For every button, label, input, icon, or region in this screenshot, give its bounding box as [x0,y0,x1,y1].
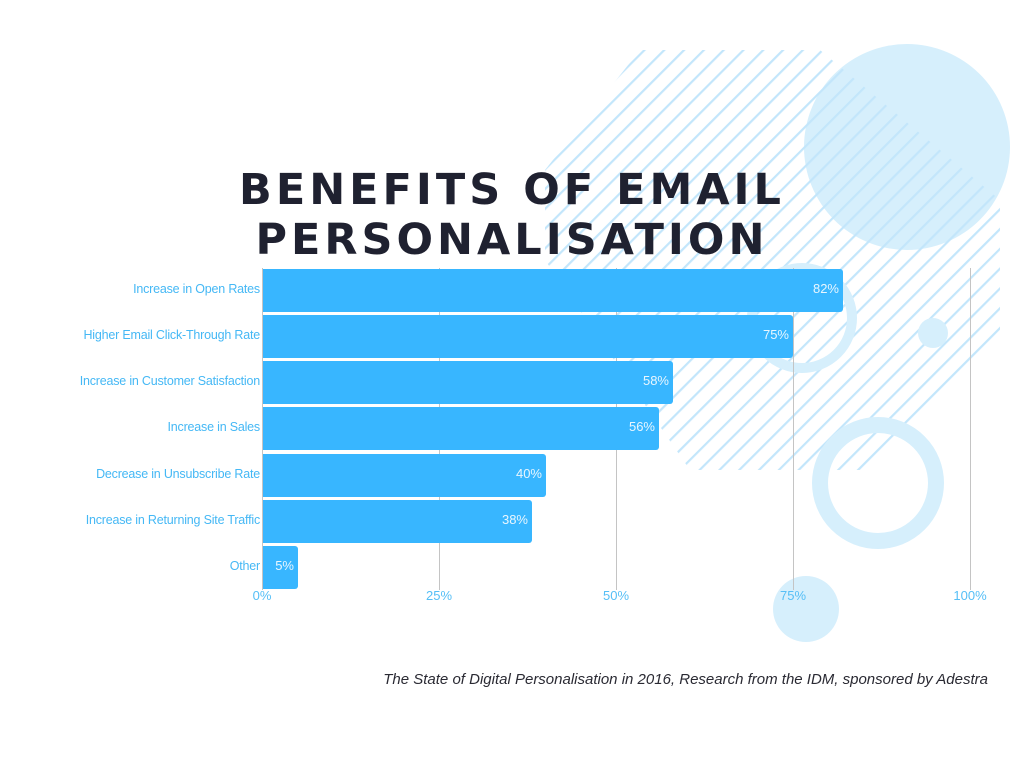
decor-bottom-circle [773,576,839,642]
bar-unsubscribe-rate: 40% [263,454,546,497]
bar-value-label: 58% [642,373,669,388]
category-label: Increase in Sales [167,420,261,434]
bar-value-label: 5% [275,558,294,573]
bar-value-label: 75% [762,327,789,342]
bar-value-label: 56% [628,419,655,434]
decor-ring-large [812,417,944,549]
bar-click-through-rate: 75% [263,315,793,358]
x-tick-label: 100% [953,588,987,603]
bar-increase-sales: 56% [263,407,659,450]
gridline-75 [793,268,794,590]
bar-returning-site-traffic: 38% [263,500,532,543]
category-label: Other [229,559,260,573]
x-tick-label: 75% [779,588,807,603]
bar-value-label: 38% [501,512,528,527]
bar-customer-satisfaction: 58% [263,361,673,404]
category-label: Decrease in Unsubscribe Rate [96,467,260,481]
category-label: Increase in Open Rates [133,282,260,296]
category-label: Increase in Returning Site Traffic [85,513,261,527]
x-tick-label: 50% [602,588,630,603]
page-title: BENEFITS OF EMAIL PERSONALISATION [239,165,785,265]
category-label: Higher Email Click-Through Rate [83,328,260,342]
bar-increase-open-rates: 82% [263,269,843,312]
category-label: Increase in Customer Satisfaction [79,374,260,388]
bar-value-label: 40% [515,466,542,481]
source-citation: The State of Digital Personalisation in … [383,671,988,688]
bar-other: 5% [263,546,298,589]
x-tick-label: 25% [425,588,453,603]
y-axis-line [262,268,263,590]
decor-dot [918,318,948,348]
bar-value-label: 82% [812,281,839,296]
gridline-100 [970,268,971,590]
x-tick-label: 0% [252,588,272,603]
